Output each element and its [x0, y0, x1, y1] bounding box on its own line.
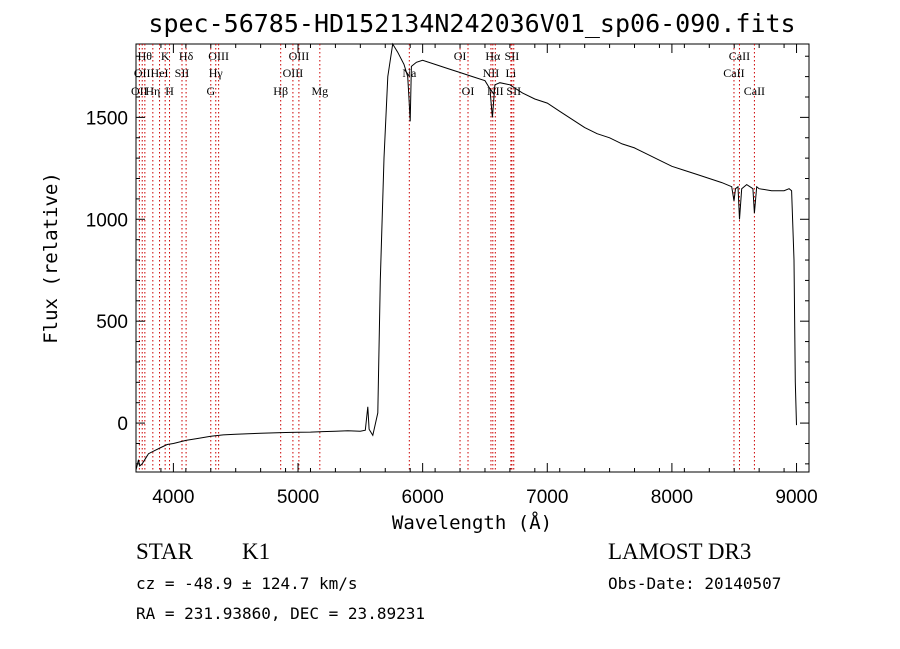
spectral-line-label: Li [506, 66, 517, 80]
spectral-line-label: CaII [723, 66, 744, 80]
spectral-line-label: SII [175, 66, 190, 80]
spectral-line-label: NII [483, 66, 500, 80]
ticks-layer: 4000 5000 6000 7000 8000 9000 0 500 1000 1500 [86, 44, 818, 508]
spectrum-series-line [135, 42, 797, 471]
x-tick-label: 8000 [651, 487, 693, 508]
spectral-line-label: G [206, 84, 215, 98]
spectral-line-label: Hα [485, 49, 501, 63]
spectral-line-label: Hγ [209, 66, 224, 80]
spectral-line-label: Na [402, 66, 417, 80]
x-tick-label: 4000 [152, 487, 194, 508]
y-tick-label: 1000 [86, 210, 128, 231]
spectral-lines-layer [138, 44, 755, 472]
spectral-line-label: Hβ [273, 84, 288, 98]
spectral-line-label: OII [131, 84, 148, 98]
spectral-line-label: OIII [289, 49, 310, 63]
y-tick-label: 1500 [86, 108, 128, 129]
y-tick-label: 500 [96, 312, 128, 333]
spectral-line-label: OIII [283, 66, 304, 80]
spectral-line-label: Hθ [138, 49, 153, 63]
obs-date: Obs-Date: 20140507 [608, 574, 781, 593]
spectral-line-label: K [161, 49, 170, 63]
spectral-line-label: HeI [151, 66, 169, 80]
spectral-line-label: SII [506, 84, 521, 98]
x-tick-label: 9000 [775, 487, 817, 508]
spectral-line-label: Hδ [179, 49, 194, 63]
spectral-line-label: SII [505, 49, 520, 63]
spectral-labels-layer: OIIOIIHθHηHeIKHSIIHδGHγOIIIHβOIIIOIIIMgN… [131, 49, 765, 98]
x-axis-label: Wavelength (Å) [392, 511, 552, 534]
survey-name: LAMOST DR3 [608, 539, 751, 564]
plot-frame [135, 43, 810, 473]
spectral-line-label: OIII [208, 49, 229, 63]
spectral-line-label: OI [462, 84, 475, 98]
object-class: STAR [136, 539, 194, 564]
x-tick-label: 7000 [526, 487, 568, 508]
spectral-line-label: CaII [729, 49, 750, 63]
x-tick-label: 5000 [277, 487, 319, 508]
spectral-line-label: H [165, 84, 174, 98]
x-tick-label: 6000 [402, 487, 444, 508]
chart-title: spec-56785-HD152134N242036V01_sp06-090.f… [148, 9, 795, 38]
y-axis-label: Flux (relative) [40, 172, 62, 344]
spectral-line-label: OII [134, 66, 151, 80]
spectrum-layer [135, 42, 797, 471]
object-subclass: K1 [242, 539, 270, 564]
spectral-line-label: Mg [311, 84, 328, 98]
spectral-line-label: Hη [145, 84, 160, 98]
y-tick-label: 0 [117, 414, 128, 435]
redshift-cz: cz = -48.9 ± 124.7 km/s [136, 574, 358, 593]
spectral-line-label: OI [454, 49, 467, 63]
ra-dec: RA = 231.93860, DEC = 23.89231 [136, 604, 425, 623]
spectral-line-label: CaII [744, 84, 765, 98]
spectral-line-label: NII [487, 84, 504, 98]
